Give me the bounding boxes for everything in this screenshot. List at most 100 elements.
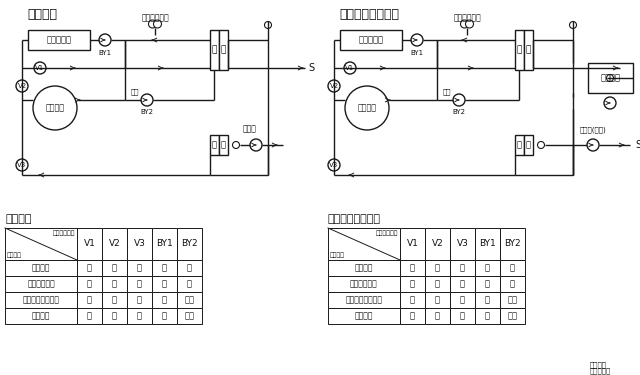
Bar <box>210 135 219 155</box>
Text: V1: V1 <box>84 240 95 249</box>
Text: 基载主机: 基载主机 <box>600 74 621 82</box>
Bar <box>127 292 152 308</box>
Text: 停: 停 <box>162 296 167 304</box>
Text: 开: 开 <box>87 279 92 288</box>
Bar <box>102 308 127 324</box>
Bar <box>152 308 177 324</box>
Bar <box>328 276 400 292</box>
Text: 换: 换 <box>526 141 531 150</box>
Bar <box>450 228 475 260</box>
Bar <box>500 260 525 276</box>
Text: 有基载的并联系统: 有基载的并联系统 <box>328 214 381 224</box>
Bar <box>400 260 425 276</box>
Bar <box>450 276 475 292</box>
Bar <box>400 308 425 324</box>
Text: 开: 开 <box>87 312 92 321</box>
Text: 开: 开 <box>137 296 142 304</box>
Circle shape <box>538 141 545 148</box>
Text: V3: V3 <box>17 162 27 168</box>
Bar <box>328 260 400 276</box>
Bar <box>102 228 127 260</box>
Text: 调节: 调节 <box>508 312 518 321</box>
Bar <box>127 308 152 324</box>
Text: 关: 关 <box>410 264 415 273</box>
Text: 调节: 调节 <box>508 296 518 304</box>
Bar <box>500 276 525 292</box>
Text: 关: 关 <box>112 296 117 304</box>
Text: 开: 开 <box>410 312 415 321</box>
Text: 有基载的并联系统: 有基载的并联系统 <box>339 8 399 21</box>
Text: V3: V3 <box>456 240 468 249</box>
Text: 开: 开 <box>460 296 465 304</box>
Bar <box>475 292 500 308</box>
Text: 板: 板 <box>212 141 217 150</box>
Text: BY1: BY1 <box>479 240 496 249</box>
Bar <box>77 260 102 276</box>
Bar <box>177 260 202 276</box>
Text: 启: 启 <box>162 279 167 288</box>
Text: 启: 启 <box>485 279 490 288</box>
Bar <box>219 30 228 70</box>
Circle shape <box>465 20 474 28</box>
Text: 系统工况: 系统工况 <box>330 252 345 258</box>
Circle shape <box>33 86 77 130</box>
Bar <box>5 292 77 308</box>
Bar <box>177 308 202 324</box>
Text: 双工况主机: 双工况主机 <box>47 36 72 45</box>
Text: 双工况主机: 双工况主机 <box>358 36 383 45</box>
Circle shape <box>250 139 262 151</box>
Bar <box>450 308 475 324</box>
Text: 阀门、泵状态: 阀门、泵状态 <box>52 230 75 236</box>
Bar <box>152 228 177 260</box>
Text: BY2: BY2 <box>141 109 154 115</box>
Bar <box>475 260 500 276</box>
Circle shape <box>411 34 423 46</box>
Text: 关: 关 <box>410 296 415 304</box>
Text: 蓄冰装置: 蓄冰装置 <box>45 104 65 112</box>
Bar <box>77 276 102 292</box>
Bar <box>475 276 500 292</box>
Text: 关: 关 <box>435 279 440 288</box>
Text: 关: 关 <box>460 264 465 273</box>
Text: 定压补液装置: 定压补液装置 <box>453 13 481 22</box>
Text: BY2: BY2 <box>181 240 198 249</box>
Text: 主机蓄冰: 主机蓄冰 <box>355 264 373 273</box>
Text: 变频: 变频 <box>443 89 451 95</box>
Text: 板: 板 <box>517 141 522 150</box>
Text: 主机单独供冷: 主机单独供冷 <box>27 279 55 288</box>
Text: 启: 启 <box>162 312 167 321</box>
Bar <box>524 135 533 155</box>
Text: 蓄冰装置: 蓄冰装置 <box>358 104 376 112</box>
Bar <box>152 276 177 292</box>
Text: 停: 停 <box>510 264 515 273</box>
Bar <box>515 135 524 155</box>
Text: 关: 关 <box>87 264 92 273</box>
Text: V2: V2 <box>330 83 339 89</box>
Bar <box>500 308 525 324</box>
Text: V3: V3 <box>134 240 145 249</box>
Text: 联合供冷: 联合供冷 <box>32 312 51 321</box>
Text: 关: 关 <box>137 264 142 273</box>
Bar <box>588 63 633 93</box>
Circle shape <box>607 75 614 81</box>
Text: 蓄冰装置单独供冷: 蓄冰装置单独供冷 <box>346 296 383 304</box>
Bar <box>500 292 525 308</box>
Text: 开: 开 <box>112 264 117 273</box>
Text: 湖南家族: 湖南家族 <box>590 362 607 368</box>
Circle shape <box>16 80 28 92</box>
Circle shape <box>264 21 271 28</box>
Bar <box>210 30 219 70</box>
Bar <box>400 276 425 292</box>
Text: 启: 启 <box>485 264 490 273</box>
Bar <box>425 308 450 324</box>
Bar <box>127 228 152 260</box>
Bar <box>524 30 533 70</box>
Text: 开: 开 <box>460 312 465 321</box>
Bar <box>127 276 152 292</box>
Text: 定压补液装置: 定压补液装置 <box>141 13 169 22</box>
Bar <box>450 260 475 276</box>
Text: 板: 板 <box>517 45 522 54</box>
Text: V1: V1 <box>406 240 419 249</box>
Text: 变频: 变频 <box>131 89 140 95</box>
Text: 停: 停 <box>187 279 192 288</box>
